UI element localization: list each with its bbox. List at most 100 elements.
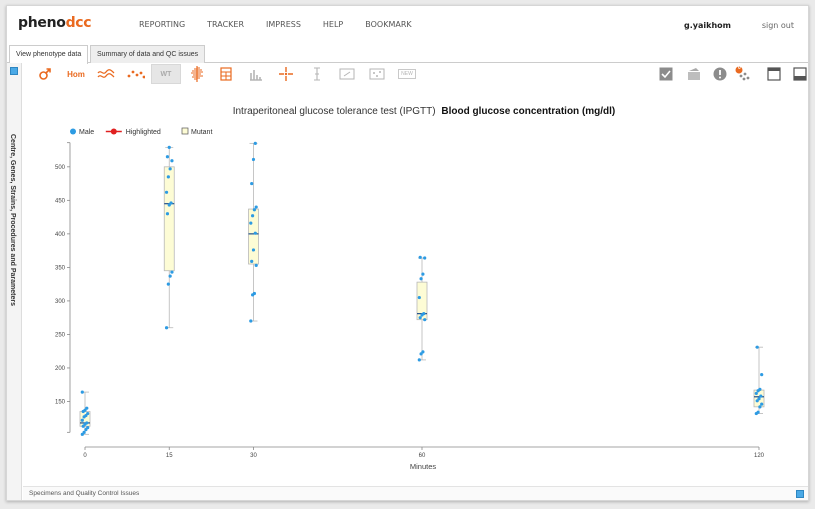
data-point xyxy=(250,259,254,263)
new-label: NEW xyxy=(398,69,416,79)
logo-text-dcc: dcc xyxy=(65,15,92,31)
data-point xyxy=(253,231,257,235)
box-iqr xyxy=(248,208,259,265)
nav-help[interactable]: HELP xyxy=(322,20,344,29)
points-overlay-icon[interactable] xyxy=(367,64,387,84)
data-point xyxy=(417,295,421,300)
error-bar-icon[interactable] xyxy=(309,64,325,84)
data-point xyxy=(253,141,257,145)
legend-marker xyxy=(181,127,189,135)
legend-label: Male xyxy=(79,129,94,136)
data-point xyxy=(421,272,425,276)
data-point xyxy=(755,345,759,349)
data-point xyxy=(252,208,256,212)
specimens-qc-panel: Specimens and Quality Control Issues xyxy=(23,486,808,500)
data-point xyxy=(422,312,426,316)
window-restore-icon[interactable] xyxy=(791,64,808,84)
chart-title-parameter: Blood glucose concentration (mg/dl) xyxy=(441,106,615,117)
data-point xyxy=(169,201,173,205)
y-tick-label: 500 xyxy=(55,165,66,171)
new-feature-button[interactable]: NEW xyxy=(397,64,417,84)
data-point xyxy=(85,421,89,425)
box-group-0-min xyxy=(79,390,91,436)
warning-icon[interactable] xyxy=(711,64,729,84)
expand-panel-icon[interactable] xyxy=(10,67,18,75)
data-point xyxy=(170,270,174,274)
sign-out-link[interactable]: sign out xyxy=(761,21,794,30)
data-point xyxy=(251,248,256,252)
data-point xyxy=(421,350,425,354)
crosshair-icon[interactable] xyxy=(277,64,295,84)
nav-tracker[interactable]: TRACKER xyxy=(207,20,245,29)
data-point xyxy=(249,319,253,323)
side-panel-label[interactable]: Centre, Genes, Strains, Procedures and P… xyxy=(9,134,16,306)
data-point xyxy=(86,411,90,416)
data-point xyxy=(164,190,169,194)
logo[interactable]: phenodcc xyxy=(18,15,92,31)
ipgtt-boxplot-chart[interactable]: Intraperitoneal glucose tolerance test (… xyxy=(23,92,809,472)
qc-issues-icon[interactable]: 0 xyxy=(733,64,755,84)
x-tick-label: 120 xyxy=(754,453,765,459)
data-point xyxy=(760,373,764,377)
expand-bottom-panel-icon[interactable] xyxy=(796,490,804,498)
legend-label: Mutant xyxy=(191,129,212,136)
checkbox-icon[interactable] xyxy=(657,64,675,84)
data-point xyxy=(168,167,172,171)
data-point xyxy=(757,397,761,401)
table-icon[interactable] xyxy=(217,64,235,84)
logo-text-pheno: pheno xyxy=(18,15,66,31)
specimens-qc-label[interactable]: Specimens and Quality Control Issues xyxy=(29,490,140,497)
data-point xyxy=(758,405,762,409)
nav-reporting[interactable]: REPORTING xyxy=(139,20,186,29)
legend-marker xyxy=(110,128,117,135)
app-window: phenodcc REPORTING TRACKER IMPRESS HELP … xyxy=(6,5,809,501)
data-point xyxy=(168,274,172,278)
window-maximize-icon[interactable] xyxy=(765,64,783,84)
tab-view-phenotype-data[interactable]: View phenotype data xyxy=(9,45,89,64)
y-tick-label: 150 xyxy=(55,400,66,406)
data-point xyxy=(86,426,90,430)
data-point xyxy=(164,326,169,330)
box-iqr xyxy=(416,281,428,321)
legend-marker xyxy=(70,128,76,135)
legend-item-male: Male xyxy=(70,128,94,136)
x-tick-label: 60 xyxy=(419,453,426,459)
x-tick-label: 15 xyxy=(166,453,173,459)
box-iqr xyxy=(163,166,175,272)
nav-impress[interactable]: IMPRESS xyxy=(266,20,301,29)
statistics-icon[interactable] xyxy=(337,64,357,84)
nav-bookmark[interactable]: BOOKMARK xyxy=(365,20,412,29)
toolbar: Hom WT NEW xyxy=(23,63,808,85)
tab-bar: View phenotype data Summary of data and … xyxy=(7,44,808,64)
x-tick-label: 0 xyxy=(83,453,87,459)
distribution-icon[interactable] xyxy=(188,64,206,84)
male-icon[interactable] xyxy=(35,64,55,84)
y-tick-label: 400 xyxy=(55,232,66,238)
legend-item-highlighted: Highlighted xyxy=(105,128,161,136)
data-point xyxy=(251,214,255,218)
bar-chart-icon[interactable] xyxy=(247,64,265,84)
data-point xyxy=(165,155,170,159)
line-chart-icon[interactable] xyxy=(95,64,117,84)
scatter-icon[interactable] xyxy=(125,64,147,84)
data-point xyxy=(758,387,762,392)
data-point xyxy=(760,402,764,406)
data-point xyxy=(82,430,86,434)
print-icon[interactable] xyxy=(685,64,703,84)
data-point xyxy=(759,394,763,398)
username: g.yaikhom xyxy=(684,21,731,30)
data-point xyxy=(754,391,758,396)
hom-label: Hom xyxy=(67,69,85,79)
data-point xyxy=(80,418,84,422)
tab-summary-qc[interactable]: Summary of data and QC issues xyxy=(90,45,206,63)
wildtype-toggle-button[interactable]: WT xyxy=(151,64,181,84)
data-point xyxy=(165,212,170,216)
box-group-30-min xyxy=(248,141,259,323)
data-point xyxy=(423,256,427,260)
y-tick-label: 300 xyxy=(55,299,66,305)
x-tick-label: 30 xyxy=(250,453,257,459)
box-group-120-min xyxy=(753,345,765,416)
data-point xyxy=(417,358,421,362)
data-point xyxy=(85,406,89,410)
zygosity-hom-button[interactable]: Hom xyxy=(63,64,89,84)
